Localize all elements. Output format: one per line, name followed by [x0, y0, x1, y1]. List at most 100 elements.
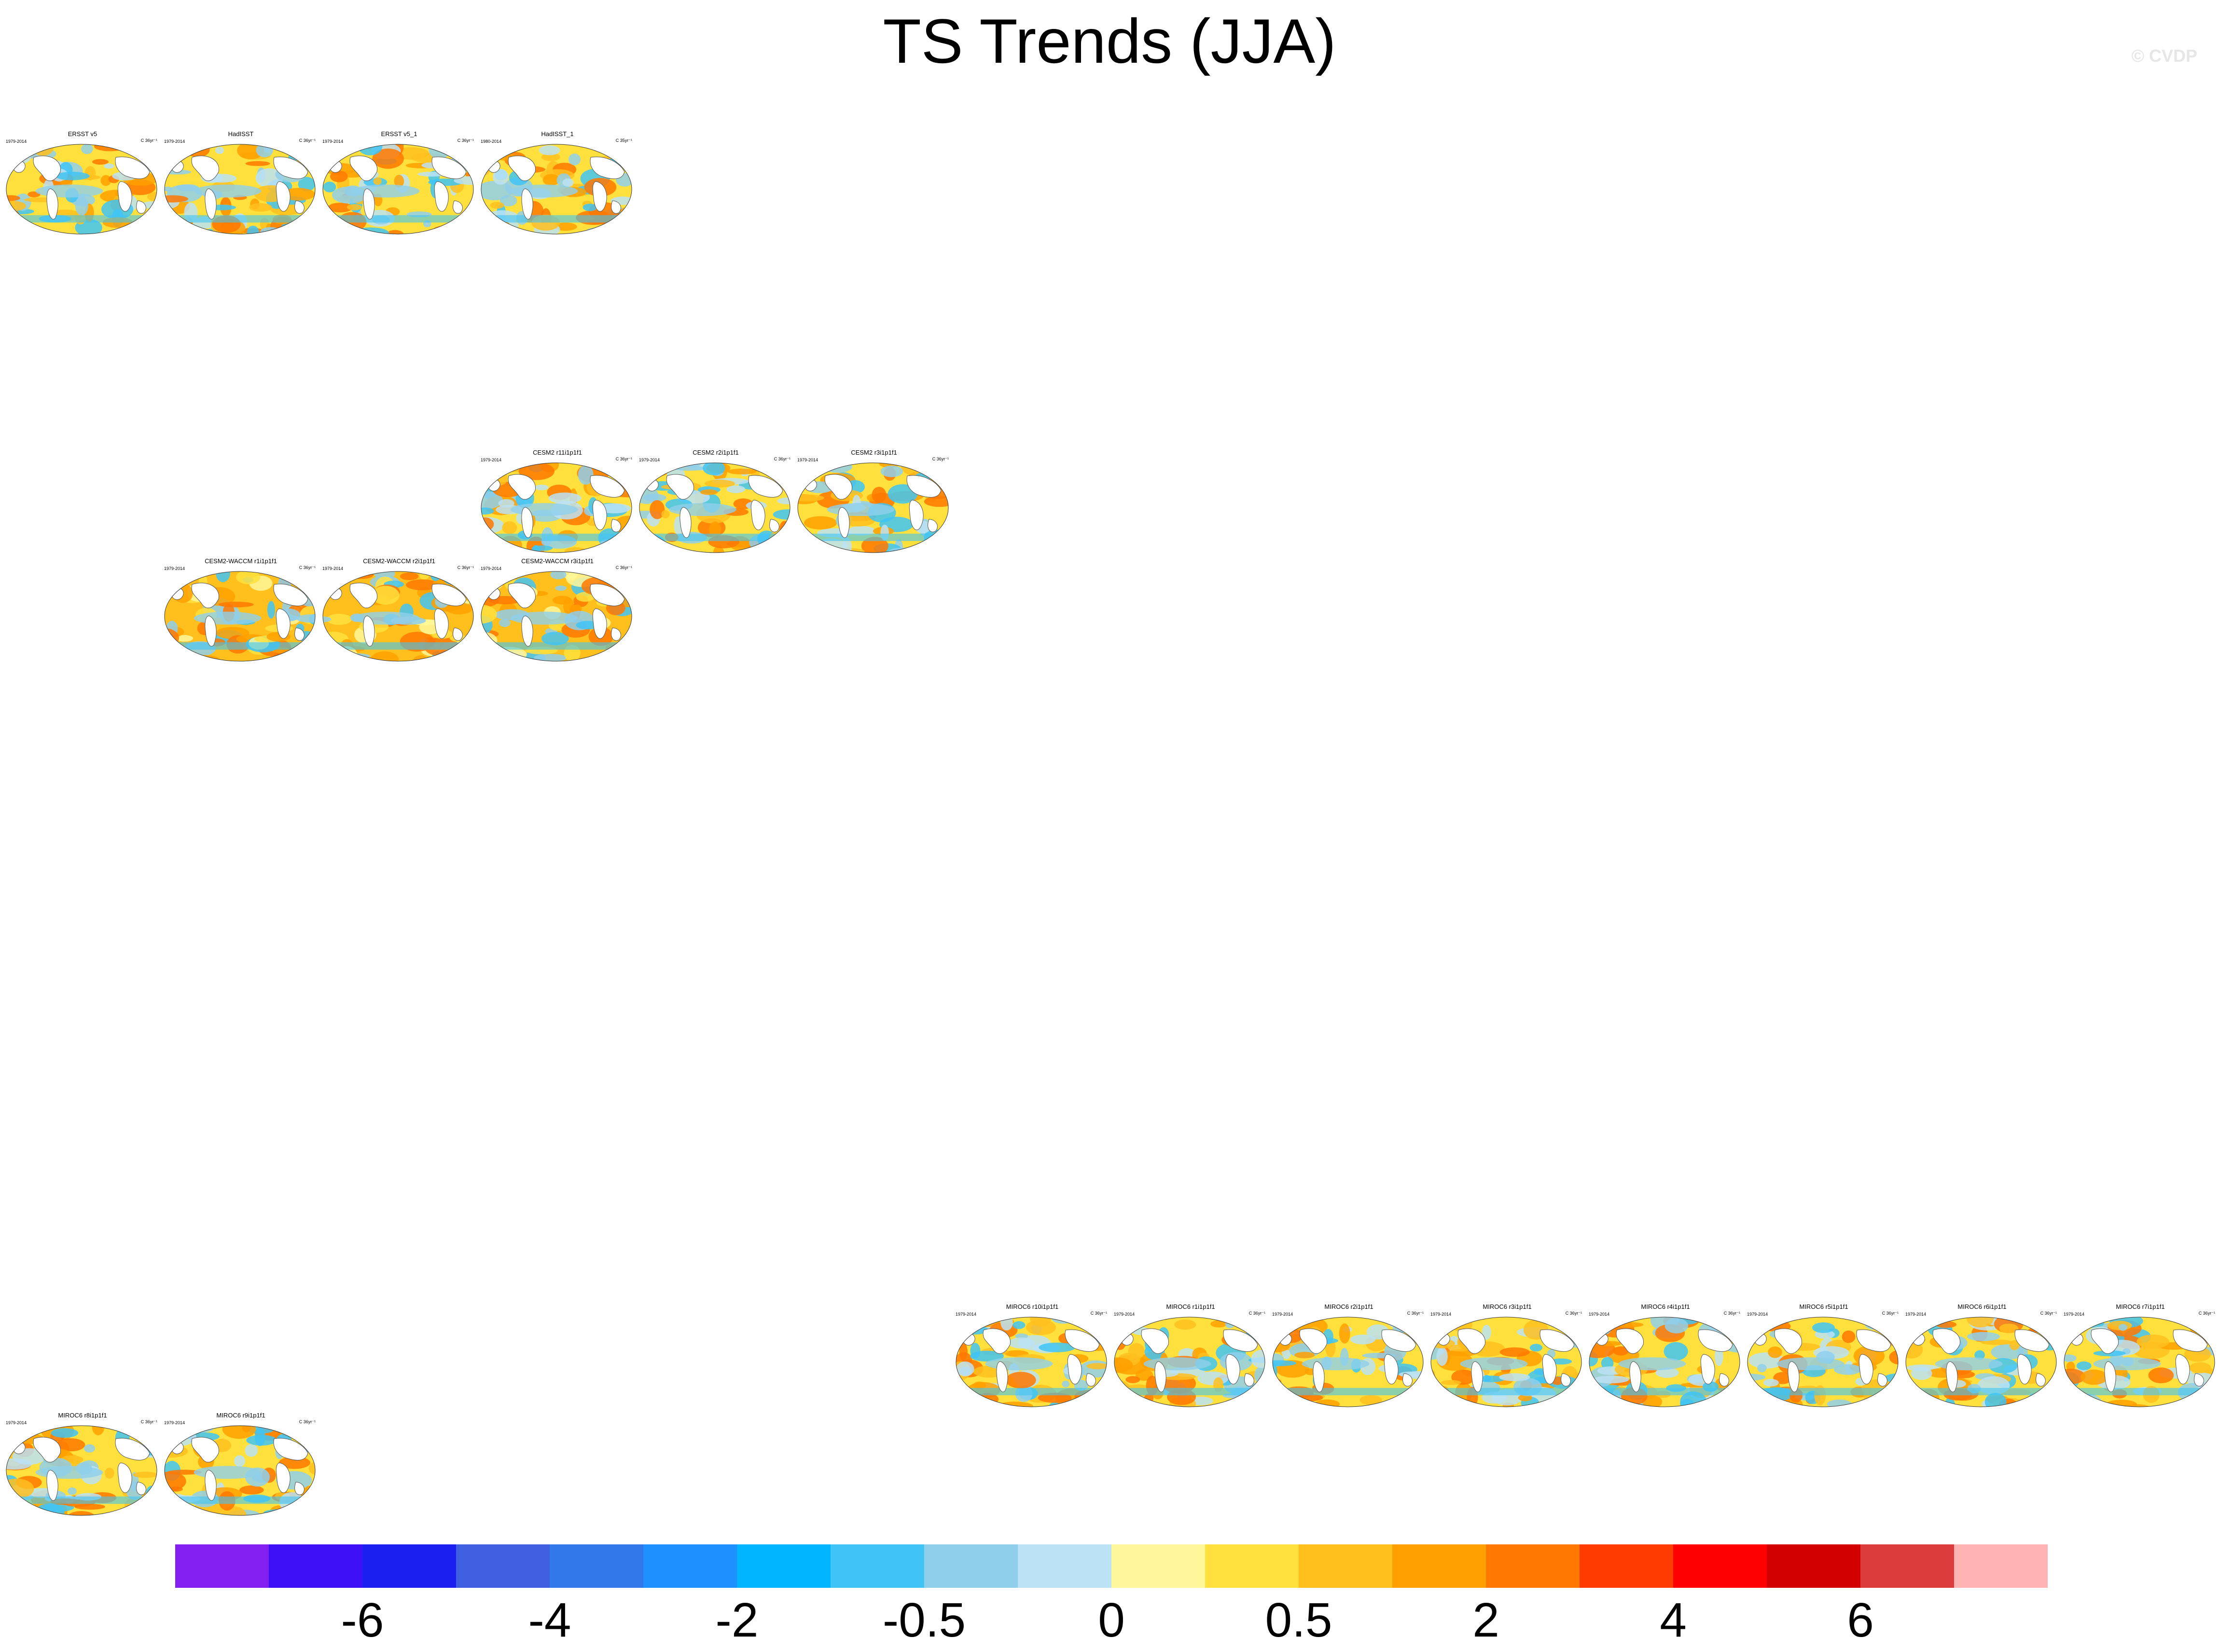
- colorbar-tick-label: -2: [715, 1593, 759, 1647]
- world-map: [1430, 1317, 1582, 1407]
- panel-units: C 36yr⁻¹: [1407, 1311, 1424, 1316]
- world-map: [481, 462, 632, 553]
- panel-title: HadISST_1: [541, 130, 574, 138]
- colorbar-swatch: [1018, 1544, 1112, 1588]
- colorbar-tick-label: 6: [1847, 1593, 1874, 1647]
- colorbar-tick-label: 0: [1098, 1593, 1125, 1647]
- colorbar-swatch: [924, 1544, 1018, 1588]
- panel-units: C 36yr⁻¹: [1723, 1311, 1740, 1316]
- panel-period: 1979-2014: [1272, 1312, 1293, 1317]
- colorbar: [175, 1544, 2048, 1588]
- colorbar-tick-label: -4: [528, 1593, 571, 1647]
- world-map: [481, 144, 632, 235]
- copyright-mark: © CVDP: [2131, 46, 2197, 66]
- colorbar-swatch: [831, 1544, 925, 1588]
- panel-title: CESM2-WACCM r2i1p1f1: [363, 557, 435, 565]
- world-map: [1905, 1317, 2057, 1407]
- panel-units: C 36yr⁻¹: [457, 138, 474, 143]
- world-map: [322, 571, 474, 662]
- panel-title: MIROC6 r8i1p1f1: [58, 1412, 107, 1419]
- panel-title: CESM2-WACCM r3i1p1f1: [521, 557, 594, 565]
- panel-units: C 36yr⁻¹: [1090, 1311, 1107, 1316]
- world-map: [164, 144, 316, 235]
- colorbar-tick-label: 4: [1660, 1593, 1687, 1647]
- panel-period: 1979-2014: [322, 566, 344, 571]
- panel-units: C 36yr⁻¹: [2198, 1311, 2215, 1316]
- map-panel: MIROC6 r2i1p1f1 1979-2014 C 36yr⁻¹: [1271, 1303, 1427, 1409]
- map-panel: MIROC6 r5i1p1f1 1979-2014 C 36yr⁻¹: [1746, 1303, 1901, 1409]
- world-map: [6, 144, 157, 235]
- panel-period: 1979-2014: [1430, 1312, 1452, 1317]
- panel-period: 1979-2014: [639, 458, 660, 462]
- panel-units: C 36yr⁻¹: [457, 565, 474, 570]
- colorbar-swatch: [1392, 1544, 1486, 1588]
- colorbar-tick-label: 0.5: [1265, 1593, 1332, 1647]
- colorbar-swatch: [456, 1544, 550, 1588]
- map-panel: CESM2-WACCM r2i1p1f1 1979-2014 C 36yr⁻¹: [321, 557, 477, 664]
- colorbar-swatch: [1673, 1544, 1767, 1588]
- colorbar-swatch: [362, 1544, 457, 1588]
- colorbar-swatch: [1860, 1544, 1955, 1588]
- panel-period: 1979-2014: [1589, 1312, 1610, 1317]
- map-panel: MIROC6 r1i1p1f1 1979-2014 C 36yr⁻¹: [1113, 1303, 1268, 1409]
- panel-period: 1979-2014: [481, 566, 502, 571]
- map-panel: MIROC6 r6i1p1f1 1979-2014 C 36yr⁻¹: [1904, 1303, 2060, 1409]
- panel-period: 1979-2014: [797, 458, 818, 462]
- colorbar-swatch: [1580, 1544, 1674, 1588]
- panel-units: C 36yr⁻¹: [140, 1419, 157, 1424]
- panel-title: MIROC6 r4i1p1f1: [1641, 1303, 1690, 1310]
- panel-units: C 36yr⁻¹: [615, 565, 632, 570]
- panel-title: MIROC6 r5i1p1f1: [1799, 1303, 1848, 1310]
- world-map: [1589, 1317, 1740, 1407]
- map-panel: HadISST_1 1980-2014 C 35yr⁻¹: [480, 130, 635, 236]
- panel-period: 1979-2014: [1747, 1312, 1768, 1317]
- panel-period: 1979-2014: [6, 1420, 27, 1425]
- panel-title: MIROC6 r9i1p1f1: [216, 1412, 265, 1419]
- panel-period: 1979-2014: [6, 139, 27, 144]
- colorbar-tick-label: -0.5: [882, 1593, 966, 1647]
- world-map: [639, 462, 791, 553]
- panel-title: ERSST v5_1: [381, 130, 417, 138]
- colorbar-swatch: [1205, 1544, 1299, 1588]
- panel-units: C 36yr⁻¹: [299, 138, 316, 143]
- panel-units: C 36yr⁻¹: [1882, 1311, 1899, 1316]
- panel-title: MIROC6 r3i1p1f1: [1483, 1303, 1532, 1310]
- panel-units: C 36yr⁻¹: [2040, 1311, 2057, 1316]
- map-panel: MIROC6 r10i1p1f1 1979-2014 C 36yr⁻¹: [955, 1303, 1110, 1409]
- colorbar-swatch: [1954, 1544, 2048, 1588]
- colorbar-swatch: [1486, 1544, 1580, 1588]
- colorbar-tick-label: 2: [1472, 1593, 1499, 1647]
- colorbar-swatch: [643, 1544, 737, 1588]
- panel-units: C 36yr⁻¹: [932, 457, 949, 461]
- panel-period: 1979-2014: [481, 458, 502, 462]
- world-map: [322, 144, 474, 235]
- colorbar-swatch: [269, 1544, 363, 1588]
- world-map: [164, 1425, 316, 1516]
- map-panel: CESM2-WACCM r3i1p1f1 1979-2014 C 36yr⁻¹: [480, 557, 635, 664]
- map-panel: MIROC6 r7i1p1f1 1979-2014 C 36yr⁻¹: [2063, 1303, 2218, 1409]
- panel-title: CESM2 r3i1p1f1: [851, 449, 897, 456]
- panel-period: 1980-2014: [481, 139, 502, 144]
- map-panel: ERSST v5 1979-2014 C 36yr⁻¹: [5, 130, 160, 236]
- panel-title: MIROC6 r10i1p1f1: [1006, 1303, 1059, 1310]
- panel-title: HadISST: [228, 130, 254, 138]
- panel-period: 1979-2014: [1114, 1312, 1135, 1317]
- map-panel: CESM2 r3i1p1f1 1979-2014 C 36yr⁻¹: [796, 449, 952, 555]
- panel-period: 1979-2014: [164, 139, 185, 144]
- panel-title: MIROC6 r7i1p1f1: [2116, 1303, 2165, 1310]
- colorbar-swatch: [737, 1544, 831, 1588]
- colorbar-swatch: [550, 1544, 644, 1588]
- map-panel: HadISST 1979-2014 C 36yr⁻¹: [163, 130, 319, 236]
- panel-period: 1979-2014: [322, 139, 344, 144]
- map-panel: CESM2 r2i1p1f1 1979-2014 C 36yr⁻¹: [638, 449, 793, 555]
- colorbar-tick-label: -6: [341, 1593, 384, 1647]
- panel-units: C 36yr⁻¹: [1248, 1311, 1265, 1316]
- world-map: [797, 462, 949, 553]
- colorbar-swatch: [1767, 1544, 1861, 1588]
- map-panel: MIROC6 r8i1p1f1 1979-2014 C 36yr⁻¹: [5, 1412, 160, 1518]
- panel-period: 1979-2014: [164, 1420, 185, 1425]
- map-panel: MIROC6 r9i1p1f1 1979-2014 C 36yr⁻¹: [163, 1412, 319, 1518]
- world-map: [481, 571, 632, 662]
- panel-period: 1979-2014: [164, 566, 185, 571]
- map-panel: CESM2 r11i1p1f1 1979-2014 C 36yr⁻¹: [480, 449, 635, 555]
